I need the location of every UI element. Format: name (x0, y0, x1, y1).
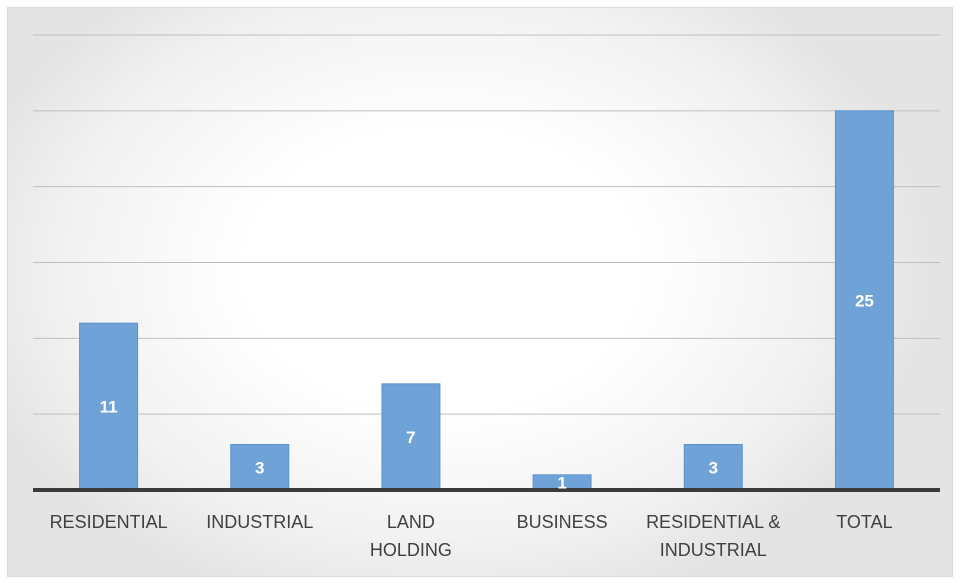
category-label-total: TOTAL (836, 512, 892, 532)
category-label-residential-and-industrial-line-1: RESIDENTIAL & (646, 512, 780, 532)
bar-land-holding (381, 383, 441, 491)
data-label-residential: 11 (100, 398, 118, 417)
data-labels: 11 3 7 1 3 25 (100, 291, 874, 492)
data-label-industrial: 3 (255, 458, 264, 477)
chart-area: 11 3 7 1 3 25 RESIDENTIAL INDUSTRIAL LAND HOLDIN… (7, 7, 953, 577)
category-labels: RESIDENTIAL INDUSTRIAL LAND HOLDING BUSINESS… (50, 512, 893, 560)
category-label-land-holding-line-1: LAND (387, 512, 435, 532)
gridlines (33, 34, 940, 415)
data-label-residential-and-industrial: 3 (709, 458, 718, 477)
bar-industrial (230, 444, 290, 491)
data-label-total: 25 (855, 291, 874, 310)
data-label-business: 1 (557, 473, 566, 492)
bars (79, 110, 894, 491)
category-label-residential: RESIDENTIAL (50, 512, 168, 532)
category-label-residential-and-industrial-line-2: INDUSTRIAL (660, 540, 767, 560)
category-label-land-holding-line-2: HOLDING (370, 540, 452, 560)
bar-chart: 11 3 7 1 3 25 RESIDENTIAL INDUSTRIAL LAND HOLDIN… (33, 34, 940, 560)
data-label-land-holding: 7 (406, 428, 415, 447)
category-label-industrial: INDUSTRIAL (206, 512, 313, 532)
category-label-business: BUSINESS (517, 512, 608, 532)
